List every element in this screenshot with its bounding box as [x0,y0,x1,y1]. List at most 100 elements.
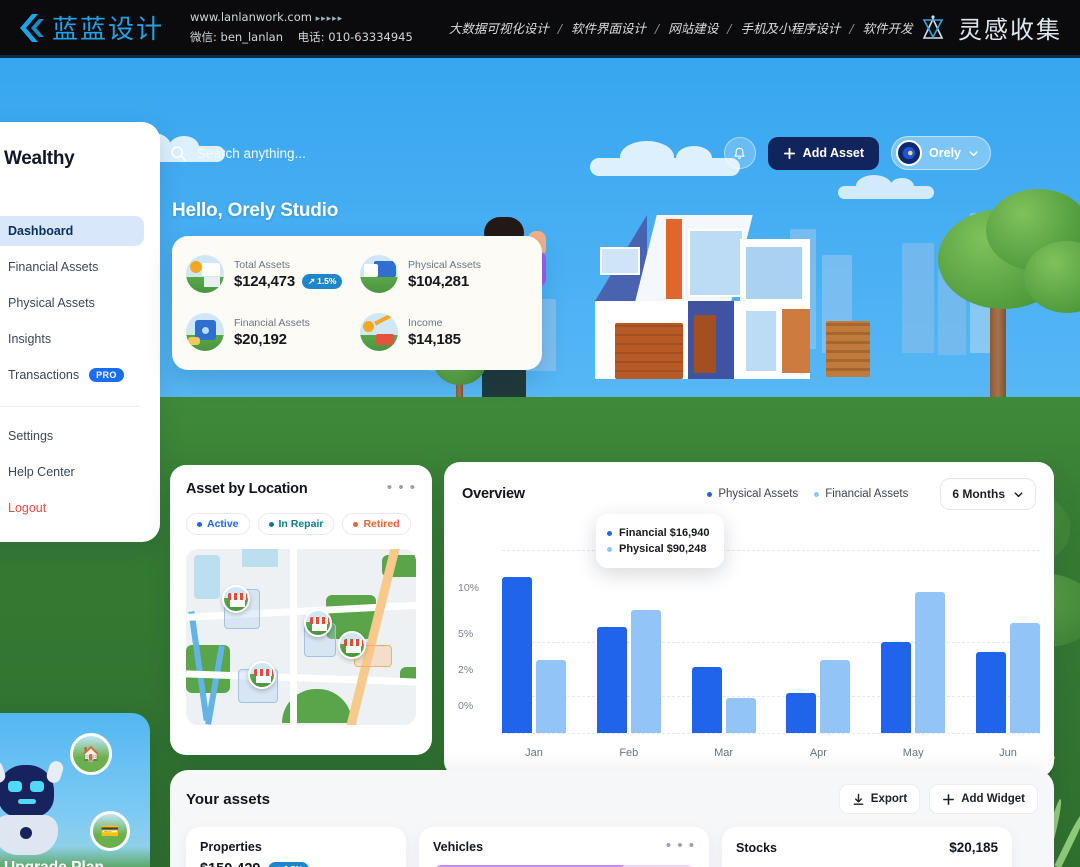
bar-group-jan[interactable] [502,550,566,733]
bar-physical[interactable] [881,641,912,733]
bar-group-apr[interactable] [786,550,851,733]
house-badge-icon: 🏠 [70,733,112,775]
export-button[interactable]: Export [838,784,921,814]
your-assets-header: Your assets Export [186,784,1038,814]
y-tick-0: 0% [458,700,474,712]
location-map[interactable] [186,549,416,725]
chevron-down-icon [1014,491,1023,497]
tooltip-label: Financial $16,940 [619,527,710,539]
map-pin-3[interactable] [338,631,366,659]
vehicles-split-bar: 75% 25% [433,865,695,867]
bar-physical[interactable] [596,626,627,733]
chip-dot-icon [353,521,359,527]
chart-tooltip: Financial $16,940 Physical $90,248 [596,514,724,568]
card-more-options-icon[interactable]: • • • [386,479,416,496]
map-pin-4[interactable] [248,661,276,689]
banner-logo: 蓝蓝设计 [14,9,164,46]
bar-financial[interactable] [630,610,661,733]
bar-group-mar[interactable] [691,550,756,733]
bar-financial[interactable] [1009,623,1040,733]
bar-financial[interactable] [536,659,566,733]
total-assets-icon [186,255,224,293]
user-menu[interactable]: Orely [891,136,991,170]
upgrade-title: Upgrade Plan [4,859,104,867]
stat-value: $20,192 [234,330,287,348]
sidebar-item-insights[interactable]: Insights [0,324,144,354]
bar-group-may[interactable] [881,550,946,733]
chip-in-repair[interactable]: In Repair [257,513,335,535]
tooltip-dot-icon [607,546,612,552]
add-widget-button[interactable]: Add Widget [929,784,1038,814]
sidebar-item-label: Settings [8,429,54,443]
sidebar-item-label: Logout [8,501,47,515]
notifications-button[interactable] [723,137,756,169]
income-icon [360,313,398,351]
stat-income: Income $14,185 [360,306,528,358]
legend-item-financial: Financial Assets [814,488,908,500]
site-banner: 蓝蓝设计 www.lanlanwork.com ▸▸▸▸▸ 微信: ben_la… [0,0,1080,55]
sidebar-item-label: Dashboard [8,224,74,238]
upgrade-plan-card[interactable]: 🏠 💳 🚗 Upgrade Plan AI Features, Upgrade … [0,713,150,867]
export-label: Export [870,793,908,805]
bar-group-jun[interactable] [975,550,1040,733]
chip-active[interactable]: Active [186,513,250,535]
sidebar-item-label: Insights [8,332,52,346]
bar-group-feb[interactable] [596,550,661,733]
vehicles-motocycles-segment[interactable]: 25% [622,865,695,867]
plus-icon [783,147,795,159]
search-input[interactable]: Search anything... [170,145,306,162]
bar-physical[interactable] [502,577,532,733]
bar-physical[interactable] [786,692,817,733]
sidebar-item-dashboard[interactable]: Dashboard [0,216,144,246]
stat-label: Income [408,316,443,329]
stat-total-assets: Total Assets $124,473 ↗ 1.5% [186,248,354,300]
gridline-5 [502,641,1040,643]
phone-label: 电话: [297,30,325,44]
cloud-icon-3 [838,175,934,199]
stat-financial-assets: Financial Assets $20,192 [186,306,354,358]
card-more-options-icon[interactable]: • • • [665,837,695,854]
stat-label: Financial Assets [234,316,310,329]
bar-financial[interactable] [915,592,946,733]
financial-assets-icon [186,313,224,351]
service-0: 大数据可视化设计 [448,21,549,36]
cloud-icon-2 [590,141,740,176]
sidebar-item-help-center[interactable]: Help Center [0,457,144,487]
banner-brand-cn: 蓝蓝设计 [52,15,165,45]
bar-financial[interactable] [725,698,756,733]
asset-cards-grid: Properties $150,429 ↗ 2.5% [186,827,1038,867]
add-asset-label: Add Asset [802,146,865,160]
topbar-actions: Add Asset Orely [723,136,991,170]
x-tick-mar: Mar [714,747,734,759]
download-icon [853,793,864,805]
map-pin-1[interactable] [222,585,250,613]
sidebar-item-settings[interactable]: Settings [0,421,144,451]
banner-dots-icon: ▸▸▸▸▸ [315,14,344,24]
sidebar-item-logout[interactable]: Logout [0,493,144,523]
add-asset-button[interactable]: Add Asset [767,136,880,170]
stats-summary-card: Total Assets $124,473 ↗ 1.5% [172,236,542,370]
vehicles-cars-segment[interactable]: 75% [433,865,623,867]
y-tick-2: 2% [458,664,474,676]
bar-physical[interactable] [691,667,722,733]
chip-dot-icon [268,521,274,527]
sidebar-item-label: Transactions [8,368,80,382]
sidebar: Wealthy Dashboard Financial Assets Physi… [0,122,160,542]
range-select[interactable]: 6 Months [940,478,1036,510]
card-badge-icon: 💳 [90,811,130,851]
trend-arrow-icon: ↗ [274,864,281,867]
sidebar-item-financial-assets[interactable]: Financial Assets [0,252,144,282]
bar-physical[interactable] [975,652,1006,733]
sidebar-item-transactions[interactable]: Transactions PRO [0,360,144,390]
stat-value: $104,281 [408,272,469,290]
map-pin-2[interactable] [304,609,332,637]
wechat-value: ben_lanlan [220,30,284,44]
bell-icon [734,147,745,159]
plus-icon [943,793,955,805]
properties-value-row: $150,429 ↗ 2.5% [200,861,392,867]
chip-retired[interactable]: Retired [342,513,411,535]
x-tick-feb: Feb [619,747,639,759]
sidebar-item-physical-assets[interactable]: Physical Assets [0,288,144,318]
bar-financial[interactable] [820,659,851,733]
service-sep-1: / [655,21,660,36]
